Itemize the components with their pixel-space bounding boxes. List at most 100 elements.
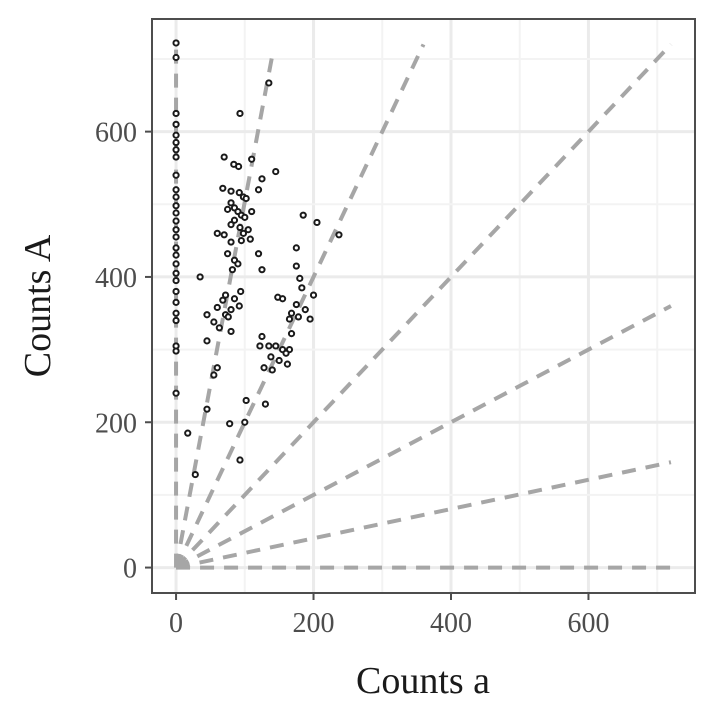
y-tick-label: 600 bbox=[95, 118, 137, 149]
data-point bbox=[335, 231, 343, 239]
data-point bbox=[191, 470, 199, 479]
data-point bbox=[221, 291, 230, 299]
data-point bbox=[298, 284, 306, 292]
data-point bbox=[241, 418, 249, 426]
data-points bbox=[172, 39, 343, 479]
data-point bbox=[246, 235, 254, 243]
data-point bbox=[261, 400, 270, 408]
data-point bbox=[285, 315, 294, 323]
data-point bbox=[213, 364, 221, 372]
reference-lines bbox=[174, 43, 673, 570]
data-point bbox=[227, 199, 235, 207]
data-point bbox=[241, 213, 249, 221]
data-point bbox=[287, 330, 296, 338]
data-point bbox=[172, 209, 180, 217]
y-tick-label: 400 bbox=[95, 263, 137, 294]
data-point bbox=[172, 217, 180, 225]
data-point bbox=[172, 138, 180, 147]
data-point bbox=[235, 189, 243, 197]
data-point bbox=[172, 186, 180, 194]
data-point bbox=[237, 287, 245, 296]
data-point bbox=[203, 405, 211, 413]
data-point bbox=[265, 342, 273, 350]
data-point bbox=[248, 155, 256, 163]
reference-line-3 bbox=[174, 43, 426, 569]
data-point bbox=[230, 216, 239, 224]
data-point bbox=[172, 53, 180, 62]
y-axis-title: Counts A bbox=[17, 234, 59, 377]
data-point bbox=[172, 389, 180, 397]
data-point bbox=[172, 309, 180, 317]
data-point bbox=[224, 250, 232, 258]
data-point bbox=[256, 342, 264, 350]
data-point bbox=[203, 337, 211, 345]
data-point bbox=[172, 120, 180, 128]
data-point bbox=[227, 238, 235, 246]
data-point bbox=[292, 300, 300, 309]
data-point bbox=[213, 229, 221, 237]
data-point bbox=[172, 276, 180, 285]
data-point bbox=[172, 287, 180, 296]
data-point bbox=[203, 311, 211, 319]
reference-line-6 bbox=[175, 460, 672, 570]
reference-line-5 bbox=[175, 304, 672, 570]
data-point bbox=[275, 356, 283, 365]
panel-border bbox=[151, 18, 696, 594]
data-point bbox=[196, 273, 204, 281]
data-point bbox=[236, 109, 244, 118]
data-point bbox=[172, 260, 180, 268]
data-point bbox=[287, 309, 296, 317]
data-point bbox=[172, 202, 180, 210]
data-point bbox=[258, 175, 266, 183]
data-point bbox=[220, 231, 228, 239]
data-point bbox=[299, 211, 307, 219]
data-point bbox=[292, 244, 300, 252]
data-point bbox=[172, 193, 180, 201]
data-point bbox=[296, 274, 304, 282]
data-point bbox=[278, 295, 287, 303]
x-axis-title: Counts a bbox=[356, 660, 490, 702]
data-point bbox=[268, 366, 276, 374]
data-point bbox=[306, 315, 314, 323]
x-tick-label: 200 bbox=[293, 608, 335, 639]
data-point bbox=[244, 226, 252, 234]
data-point bbox=[172, 109, 180, 118]
data-point bbox=[224, 205, 232, 213]
data-point bbox=[172, 347, 180, 355]
data-point bbox=[172, 244, 180, 252]
data-point bbox=[239, 229, 248, 237]
data-point bbox=[172, 146, 180, 154]
data-point bbox=[172, 233, 180, 241]
data-point bbox=[172, 171, 180, 179]
data-point bbox=[254, 186, 263, 194]
data-point bbox=[220, 153, 228, 161]
data-point bbox=[230, 295, 239, 303]
data-point bbox=[219, 296, 227, 304]
data-point bbox=[184, 429, 192, 437]
x-axis: 0 200 400 600 bbox=[169, 593, 609, 639]
data-point bbox=[172, 298, 180, 306]
data-point bbox=[227, 221, 235, 229]
x-tick-label: 400 bbox=[430, 608, 472, 639]
data-point bbox=[227, 327, 235, 336]
data-point bbox=[258, 266, 266, 274]
data-point bbox=[248, 207, 256, 216]
data-point bbox=[235, 302, 243, 310]
data-point bbox=[254, 250, 263, 258]
data-point bbox=[172, 316, 180, 325]
data-point bbox=[226, 420, 234, 428]
data-point bbox=[272, 167, 280, 176]
data-point bbox=[237, 237, 245, 245]
data-point bbox=[172, 251, 180, 259]
data-point bbox=[282, 349, 290, 357]
data-point bbox=[227, 187, 235, 195]
data-point bbox=[294, 313, 303, 321]
data-point bbox=[313, 218, 321, 227]
data-point bbox=[235, 162, 243, 171]
data-point bbox=[172, 269, 180, 277]
y-tick-label: 0 bbox=[123, 554, 137, 585]
data-point bbox=[210, 371, 218, 379]
data-point bbox=[301, 306, 309, 314]
reference-line-4 bbox=[174, 43, 673, 569]
x-tick-label: 600 bbox=[567, 608, 609, 639]
